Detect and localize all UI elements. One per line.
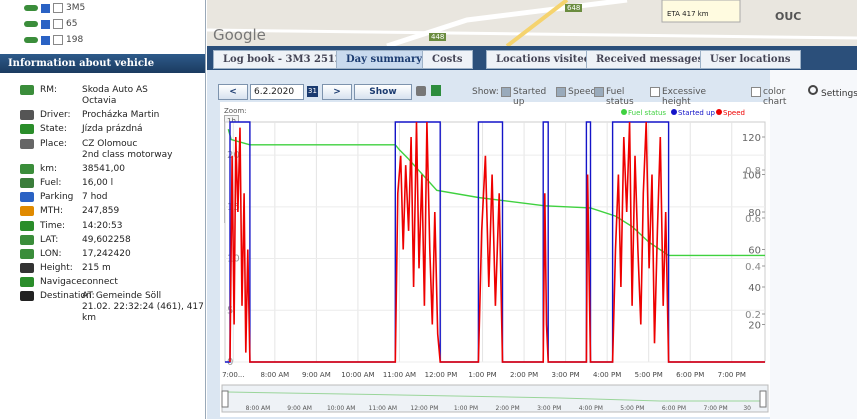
y2-tick-label: 40 xyxy=(748,283,761,294)
x-tick-label: 6:00 PM xyxy=(676,371,704,379)
navigator-label: 11:00 AM xyxy=(369,405,397,412)
navigator-label: 4:00 PM xyxy=(579,405,603,412)
x-tick-label: 5:00 PM xyxy=(635,371,663,379)
legend-dot xyxy=(621,109,627,115)
navigator-label: 6:00 PM xyxy=(662,405,686,412)
x-tick-label: 12:00 PM xyxy=(425,371,458,379)
navigator-handle xyxy=(222,391,228,407)
navigator-label: 9:00 AM xyxy=(287,405,312,412)
navigator-end: 30 xyxy=(743,405,751,412)
navigator-label: 5:00 PM xyxy=(620,405,644,412)
navigator-label: 8:00 AM xyxy=(246,405,271,412)
x-tick-label: 3:00 PM xyxy=(552,371,580,379)
y2-tick-label: 120 xyxy=(742,133,761,144)
navigator-handle xyxy=(760,391,766,407)
y3-tick-label: 0.4 xyxy=(745,262,761,273)
page: 3M565198 Information about vehicle RM:Sk… xyxy=(0,0,857,419)
legend-label: Speed xyxy=(723,109,745,117)
navigator-label: 10:00 AM xyxy=(327,405,355,412)
y2-tick-label: 20 xyxy=(748,321,761,332)
x-tick-label: 4:00 PM xyxy=(593,371,621,379)
navigator-label: 7:00 PM xyxy=(704,405,728,412)
x-tick-label: 10:00 AM xyxy=(341,371,374,379)
legend-label: Started up xyxy=(678,109,716,117)
x-tick-label: 11:00 AM xyxy=(383,371,416,379)
y3-tick-label: 0.6 xyxy=(745,214,761,225)
x-tick-label: 9:00 AM xyxy=(302,371,331,379)
y3-tick-label: 0.8 xyxy=(745,166,761,177)
navigator-label: 12:00 PM xyxy=(410,405,438,412)
x-tick-label: 7:00 PM xyxy=(718,371,746,379)
x-tick-label: 7:00... xyxy=(222,371,244,379)
y-tick-label: 20 xyxy=(227,150,240,161)
navigator-label: 2:00 PM xyxy=(496,405,520,412)
plot-area xyxy=(225,122,765,362)
x-tick-label: 2:00 PM xyxy=(510,371,538,379)
legend-dot xyxy=(716,109,722,115)
legend-label: Fuel status xyxy=(628,109,666,117)
x-tick-label: 1:00 PM xyxy=(468,371,496,379)
legend-dot xyxy=(671,109,677,115)
y3-tick-label: 0.2 xyxy=(745,310,761,321)
navigator-label: 3:00 PM xyxy=(537,405,561,412)
chart: 7:00... 8:00 AM 9:00 AM 10:00 AM 11:00 AM 12:… xyxy=(0,0,857,419)
navigator-label: 1:00 PM xyxy=(454,405,478,412)
x-tick-label: 8:00 AM xyxy=(260,371,289,379)
